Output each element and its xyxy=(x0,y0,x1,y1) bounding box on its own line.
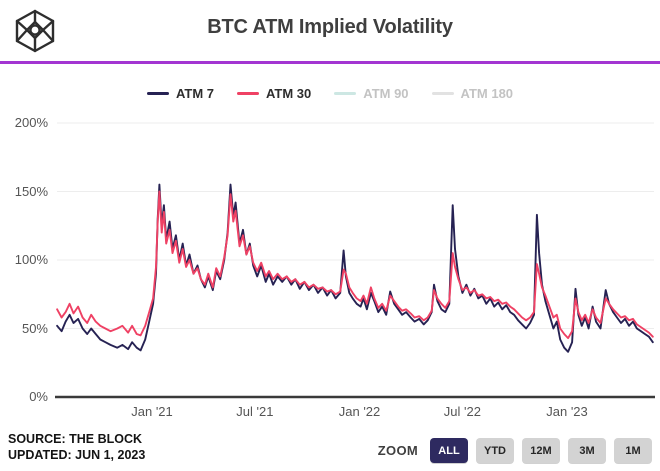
y-tick-label: 200% xyxy=(14,115,48,130)
legend-item-atm-90[interactable]: ATM 90 xyxy=(334,85,409,101)
y-tick-label: 50% xyxy=(21,320,48,336)
y-tick-label: 100% xyxy=(14,252,48,267)
page-title: BTC ATM Implied Volatility xyxy=(207,16,453,38)
series-line-atm-30 xyxy=(56,190,654,340)
zoom-button-all[interactable]: ALL xyxy=(430,438,468,463)
x-tick-label: Jan '22 xyxy=(338,404,381,419)
zoom-label: ZOOM xyxy=(377,443,418,458)
chart-legend: ATM 7 ATM 30 ATM 90 ATM 180 xyxy=(0,84,660,102)
zoom-button-12m[interactable]: 12M xyxy=(522,438,560,463)
legend-label: ATM 90 xyxy=(363,85,409,101)
zoom-button-1m[interactable]: 1M xyxy=(614,438,652,463)
y-tick-label: 0% xyxy=(29,389,48,404)
zoom-control: ZOOM ALL YTD 12M 3M 1M xyxy=(378,438,652,463)
legend-item-atm-180[interactable]: ATM 180 xyxy=(431,85,514,101)
legend-label: ATM 180 xyxy=(460,85,514,101)
zoom-button-3m[interactable]: 3M xyxy=(568,438,606,463)
x-tick-label: Jul '21 xyxy=(236,404,274,419)
legend-item-atm-30[interactable]: ATM 30 xyxy=(237,86,311,101)
series-line-atm-7 xyxy=(56,183,654,353)
the-block-logo-icon xyxy=(15,9,55,53)
updated-line: UPDATED: JUN 1, 2023 xyxy=(8,447,146,462)
legend-swatch xyxy=(334,91,357,95)
y-tick-label: 150% xyxy=(14,183,48,199)
legend-label: ATM 30 xyxy=(266,85,312,101)
source-line: SOURCE: THE BLOCK xyxy=(8,432,143,446)
zoom-button-ytd[interactable]: YTD xyxy=(476,438,514,463)
legend-label: ATM 7 xyxy=(175,85,214,101)
x-tick-label: Jul '22 xyxy=(443,404,481,419)
legend-swatch xyxy=(237,91,259,95)
x-tick-label: Jan '23 xyxy=(546,404,588,419)
x-tick-label: Jan '21 xyxy=(131,404,173,419)
legend-swatch xyxy=(431,91,454,95)
source-attribution: SOURCE: THE BLOCK UPDATED: JUN 1, 2023 xyxy=(8,432,145,463)
legend-item-atm-7[interactable]: ATM 7 xyxy=(146,85,214,101)
legend-swatch xyxy=(146,91,169,95)
accent-divider xyxy=(0,61,660,64)
